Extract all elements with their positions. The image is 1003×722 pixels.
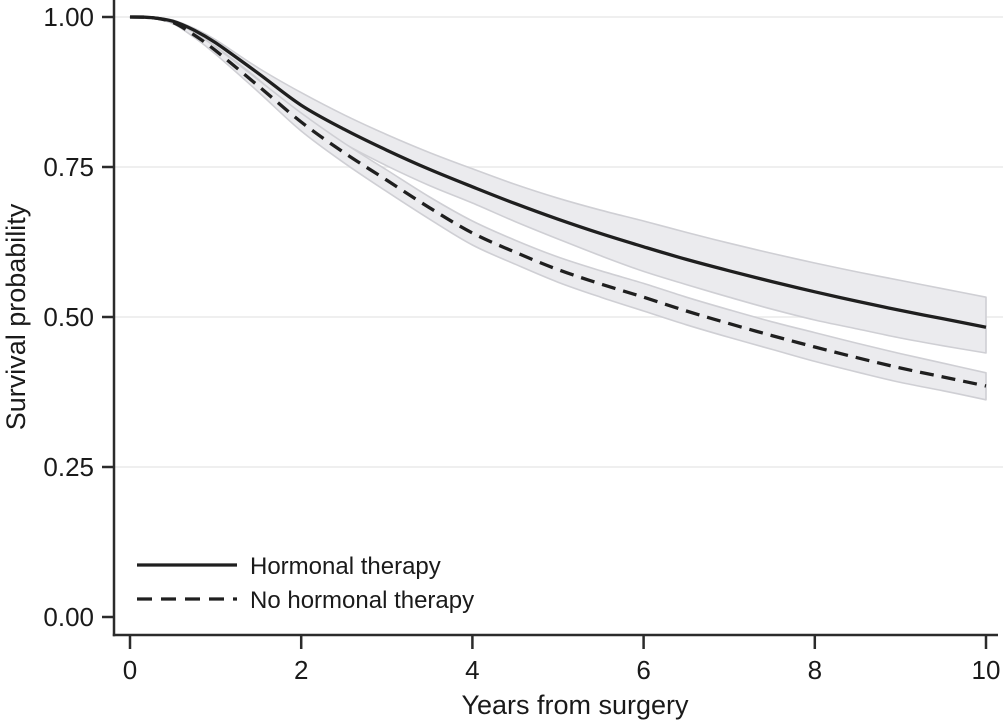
legend-label-no-hormonal-therapy: No hormonal therapy	[250, 587, 474, 614]
y-tick-label: 0.75	[43, 152, 94, 182]
x-tick-label: 4	[465, 655, 479, 685]
legend: Hormonal therapy No hormonal therapy	[137, 553, 474, 614]
x-ticks: 0 2 4 6 8 10	[123, 636, 1001, 685]
x-axis-title: Years from surgery	[461, 690, 689, 720]
x-tick-label: 2	[294, 655, 308, 685]
curve-hormonal-therapy	[129, 15, 987, 329]
y-tick-label: 1.00	[43, 2, 94, 32]
y-tick-label: 0.00	[43, 602, 94, 632]
x-tick-label: 8	[808, 655, 822, 685]
x-tick-label: 0	[123, 655, 137, 685]
y-tick-label: 0.50	[43, 302, 94, 332]
x-tick-label: 10	[972, 655, 1001, 685]
y-axis-title: Survival probability	[1, 203, 31, 430]
ci-band-no-hormonal-therapy	[129, 15, 987, 401]
legend-label-hormonal-therapy: Hormonal therapy	[250, 553, 441, 580]
plot-area	[129, 15, 987, 401]
y-ticks: 0.00 0.25 0.50 0.75 1.00	[43, 2, 114, 632]
y-tick-label: 0.25	[43, 452, 94, 482]
x-tick-label: 6	[636, 655, 650, 685]
y-gridlines	[114, 16, 1003, 468]
